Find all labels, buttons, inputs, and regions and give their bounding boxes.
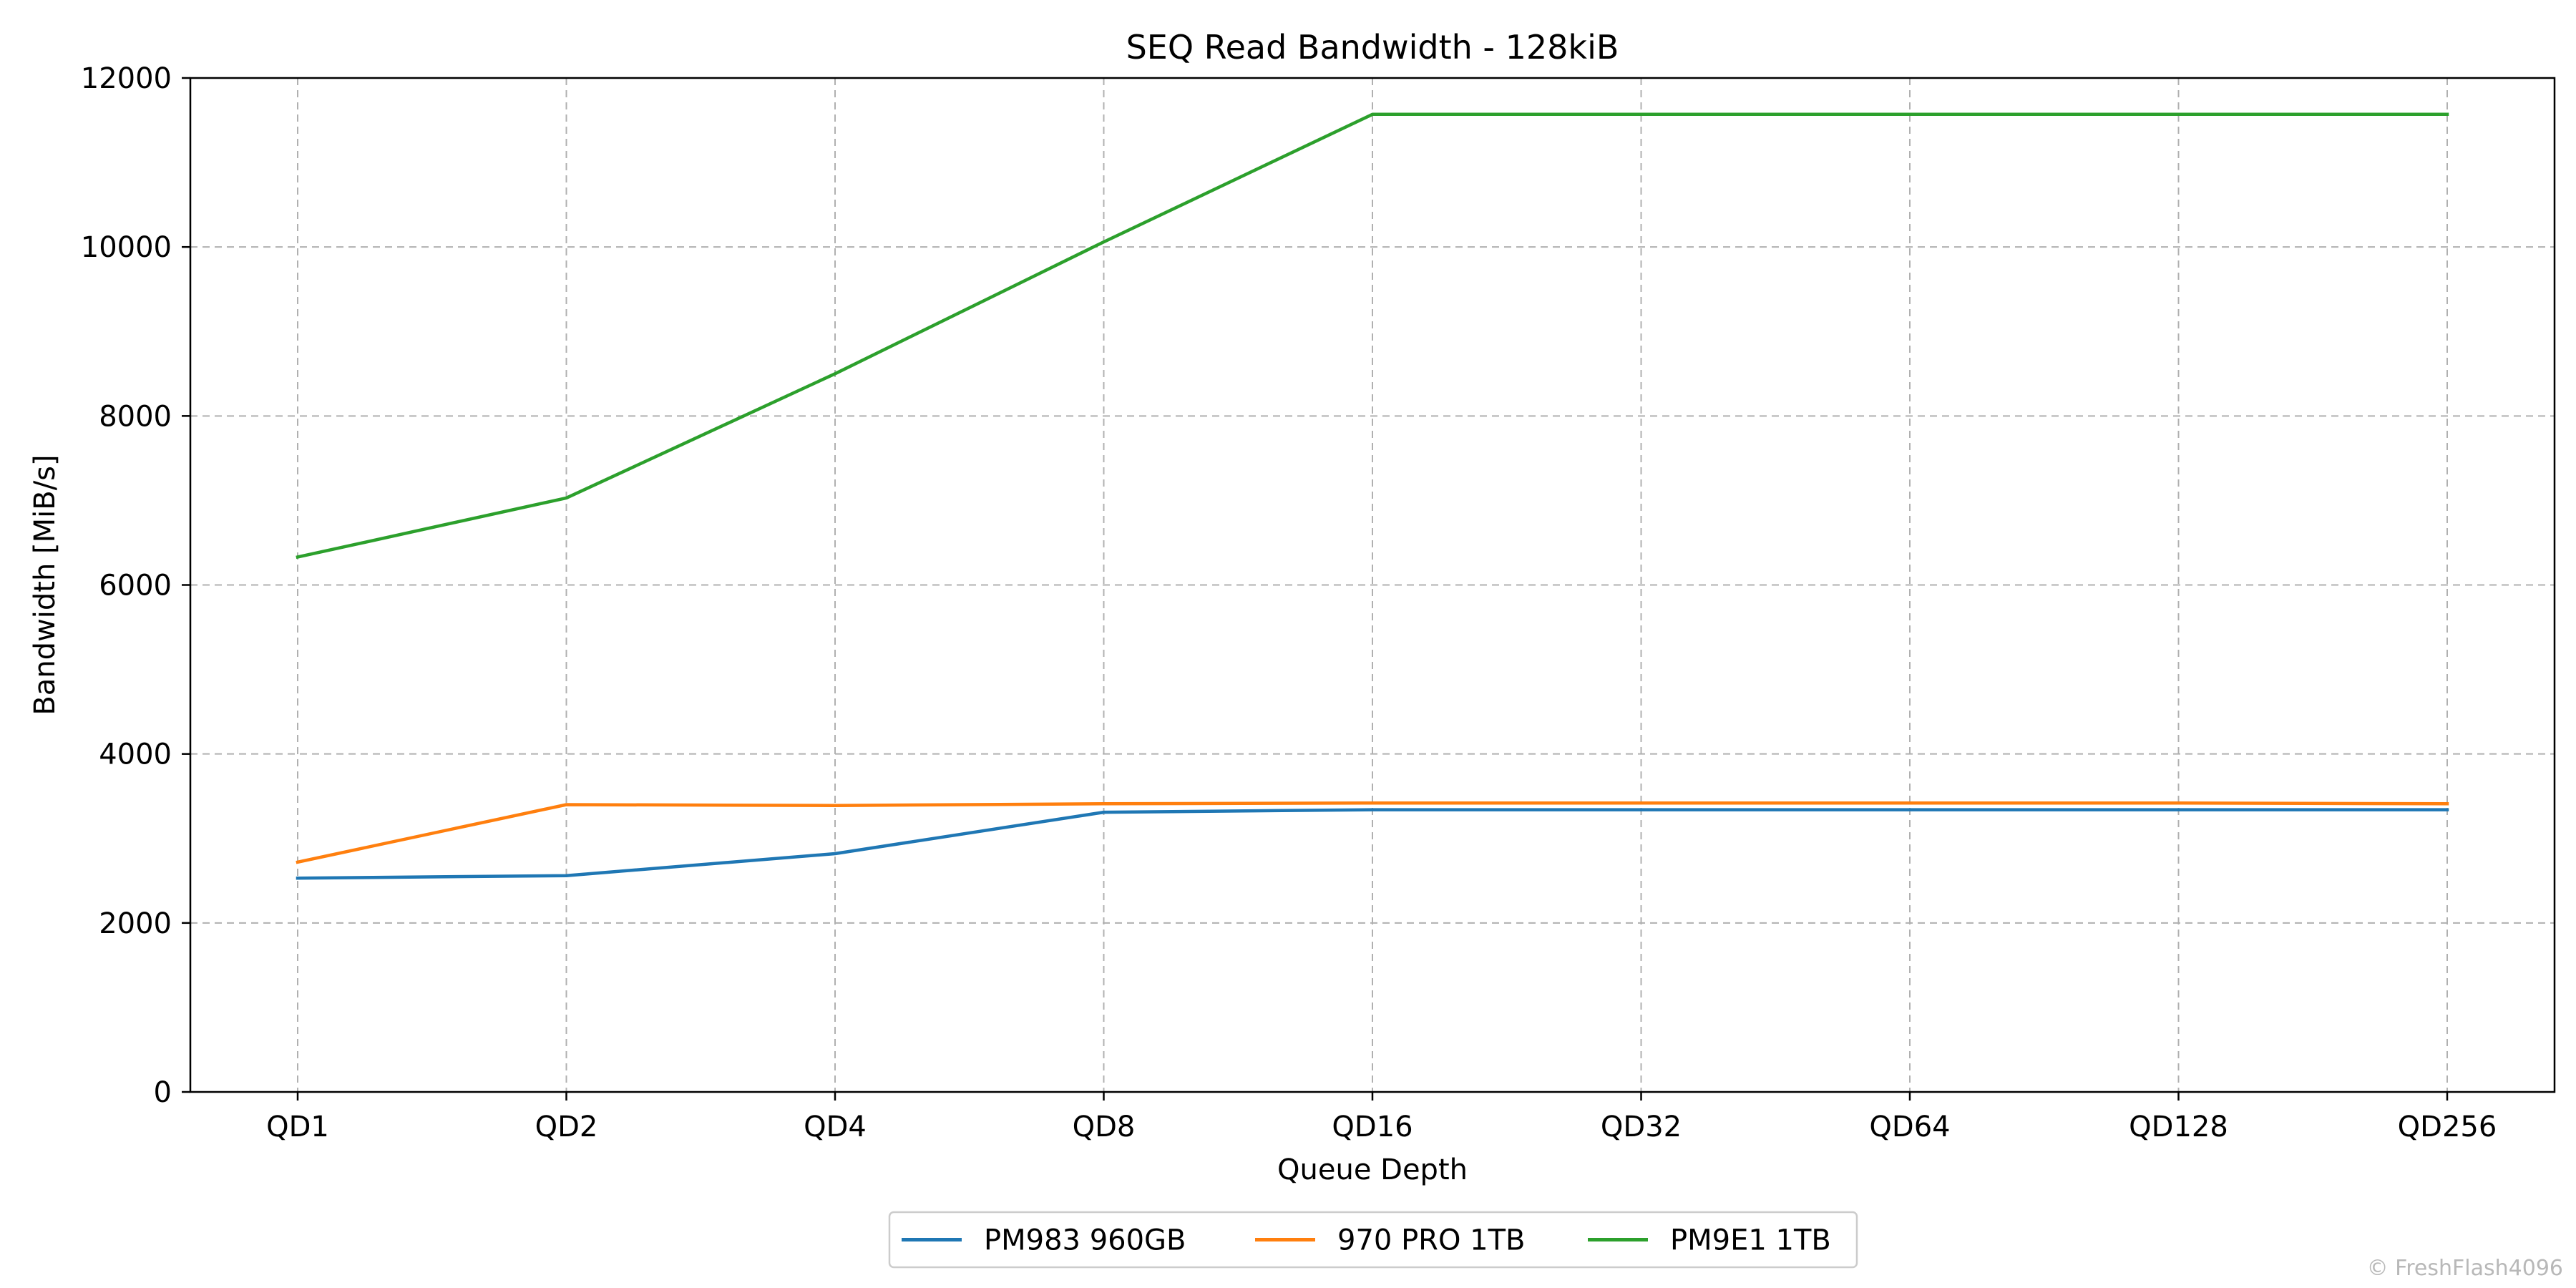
y-tick-label: 8000 bbox=[99, 400, 172, 433]
x-tick-label: QD8 bbox=[1073, 1111, 1136, 1143]
y-axis-label: Bandwidth [MiB/s] bbox=[29, 454, 62, 715]
y-tick-label: 0 bbox=[154, 1076, 172, 1109]
series-line-1 bbox=[296, 808, 2449, 880]
x-tick-label: QD1 bbox=[266, 1111, 329, 1143]
x-tick-label: QD128 bbox=[2129, 1111, 2228, 1143]
x-tick-label: QD16 bbox=[1332, 1111, 1413, 1143]
legend-box bbox=[888, 1211, 1858, 1269]
x-axis-label: Queue Depth bbox=[1277, 1153, 1468, 1186]
x-tick-label: QD256 bbox=[2398, 1111, 2497, 1143]
series-layer bbox=[296, 112, 2449, 880]
y-tick-label: 2000 bbox=[99, 907, 172, 940]
legend: PM983 960GB 970 PRO 1TB PM9E1 1TB bbox=[888, 1211, 1858, 1269]
legend-label: PM983 960GB bbox=[984, 1224, 1186, 1257]
y-tick-label: 12000 bbox=[81, 62, 172, 95]
y-tick-label: 6000 bbox=[99, 570, 172, 602]
watermark: © FreshFlash4096 bbox=[2367, 1256, 2563, 1281]
x-tick-label: QD2 bbox=[535, 1111, 598, 1143]
y-tick-label: 4000 bbox=[99, 738, 172, 771]
legend-label: PM9E1 1TB bbox=[1670, 1224, 1831, 1257]
x-tick-label: QD32 bbox=[1601, 1111, 1682, 1143]
x-tick-label: QD4 bbox=[804, 1111, 867, 1143]
legend-label: 970 PRO 1TB bbox=[1337, 1224, 1526, 1257]
series-line-3 bbox=[296, 112, 2449, 560]
chart-title: SEQ Read Bandwidth - 128kiB bbox=[1126, 28, 1619, 67]
tick-layer: QD1 QD2 QD4 QD8 QD16 QD32 QD64 QD128 QD256 0 2000 4… bbox=[81, 62, 2497, 1143]
series-line-2 bbox=[296, 801, 2449, 864]
legend-items: PM983 960GB 970 PRO 1TB PM9E1 1TB bbox=[902, 1224, 1831, 1257]
x-tick-label: QD64 bbox=[1869, 1111, 1950, 1143]
y-tick-label: 10000 bbox=[81, 231, 172, 264]
